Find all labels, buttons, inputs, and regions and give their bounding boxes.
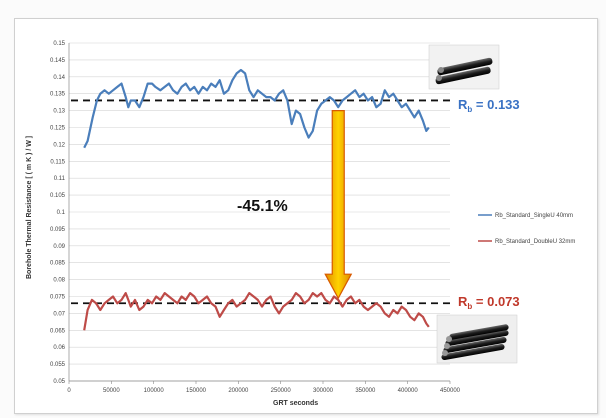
reduction-arrow-shape — [324, 110, 353, 300]
gridlines — [69, 42, 450, 382]
legend: Rb_Standard_SingleU 40mm Rb_Standard_Dou… — [478, 213, 575, 245]
y-axis-title: Borehole Thermal Resistance [ ( m K ) / … — [26, 136, 33, 279]
rb-label-double-value: = 0.073 — [472, 294, 519, 309]
y-tick-label: 0.145 — [50, 58, 66, 64]
y-tick-label: 0.09 — [53, 244, 65, 250]
y-tick-label: 0.085 — [50, 261, 66, 267]
rb-label-single-sub: b — [467, 105, 472, 114]
reduction-arrow — [324, 110, 353, 300]
y-tick-label: 0.08 — [53, 278, 65, 284]
rb-label-single-main: R — [458, 97, 468, 112]
y-tick-label: 0.105 — [50, 193, 66, 199]
x-tick-label: 350000 — [355, 388, 376, 394]
x-tick-label: 250000 — [271, 388, 292, 394]
rb-label-double-sub: b — [467, 302, 472, 311]
y-tick-label: 0.115 — [50, 159, 65, 165]
legend-label-single: Rb_Standard_SingleU 40mm — [495, 213, 573, 219]
y-tick-label: 0.075 — [50, 295, 66, 301]
y-axis-ticks: 0.05 0.055 0.06 0.065 0.07 0.075 0.08 0.085 0.09… — [50, 41, 66, 385]
x-tick-label: 200000 — [228, 388, 249, 394]
x-axis-ticks: 0 50000 100000 150000 200000 250000 300000 3500… — [67, 381, 461, 394]
y-tick-label: 0.07 — [53, 311, 65, 317]
y-tick-label: 0.11 — [54, 176, 66, 182]
y-tick-label: 0.12 — [53, 142, 65, 148]
x-tick-label: 300000 — [313, 388, 334, 394]
y-tick-label: 0.14 — [53, 75, 65, 81]
line-chart: 0.05 0.055 0.06 0.065 0.07 0.075 0.08 0.085 0.09… — [26, 41, 575, 407]
x-tick-label: 450000 — [440, 388, 461, 394]
double-u-pipe-photo — [436, 314, 518, 364]
x-tick-label: 100000 — [144, 388, 165, 394]
x-tick-label: 0 — [67, 388, 71, 394]
x-axis-title: GRT seconds — [273, 400, 318, 407]
x-tick-label: 150000 — [186, 388, 207, 394]
rb-label-single: Rb = 0.133 — [458, 97, 520, 114]
y-tick-label: 0.13 — [53, 109, 65, 115]
series-line-2 — [83, 292, 430, 331]
rb-label-double-main: R — [458, 294, 468, 309]
y-tick-label: 0.06 — [53, 345, 65, 351]
rb-label-single-value: = 0.133 — [472, 97, 519, 112]
series-line-1 — [83, 68, 430, 149]
y-tick-label: 0.055 — [50, 362, 66, 368]
y-tick-label: 0.065 — [50, 328, 66, 334]
series-group — [83, 68, 430, 331]
chart-panel: 0.05 0.055 0.06 0.065 0.07 0.075 0.08 0.085 0.09… — [14, 18, 598, 414]
percent-annotation: -45.1% — [237, 198, 288, 215]
y-tick-label: 0.125 — [50, 126, 66, 132]
y-tick-label: 0.135 — [50, 92, 66, 98]
x-tick-label: 50000 — [103, 388, 120, 394]
rb-label-double: Rb = 0.073 — [458, 294, 520, 311]
y-tick-label: 0.15 — [53, 41, 65, 47]
legend-label-double: Rb_Standard_DoubleU 32mm — [495, 239, 575, 245]
single-u-pipe-photo — [428, 44, 500, 90]
y-tick-label: 0.095 — [50, 227, 66, 233]
x-tick-label: 400000 — [398, 388, 419, 394]
y-tick-label: 0.05 — [53, 379, 65, 385]
y-tick-label: 0.1 — [57, 210, 66, 216]
